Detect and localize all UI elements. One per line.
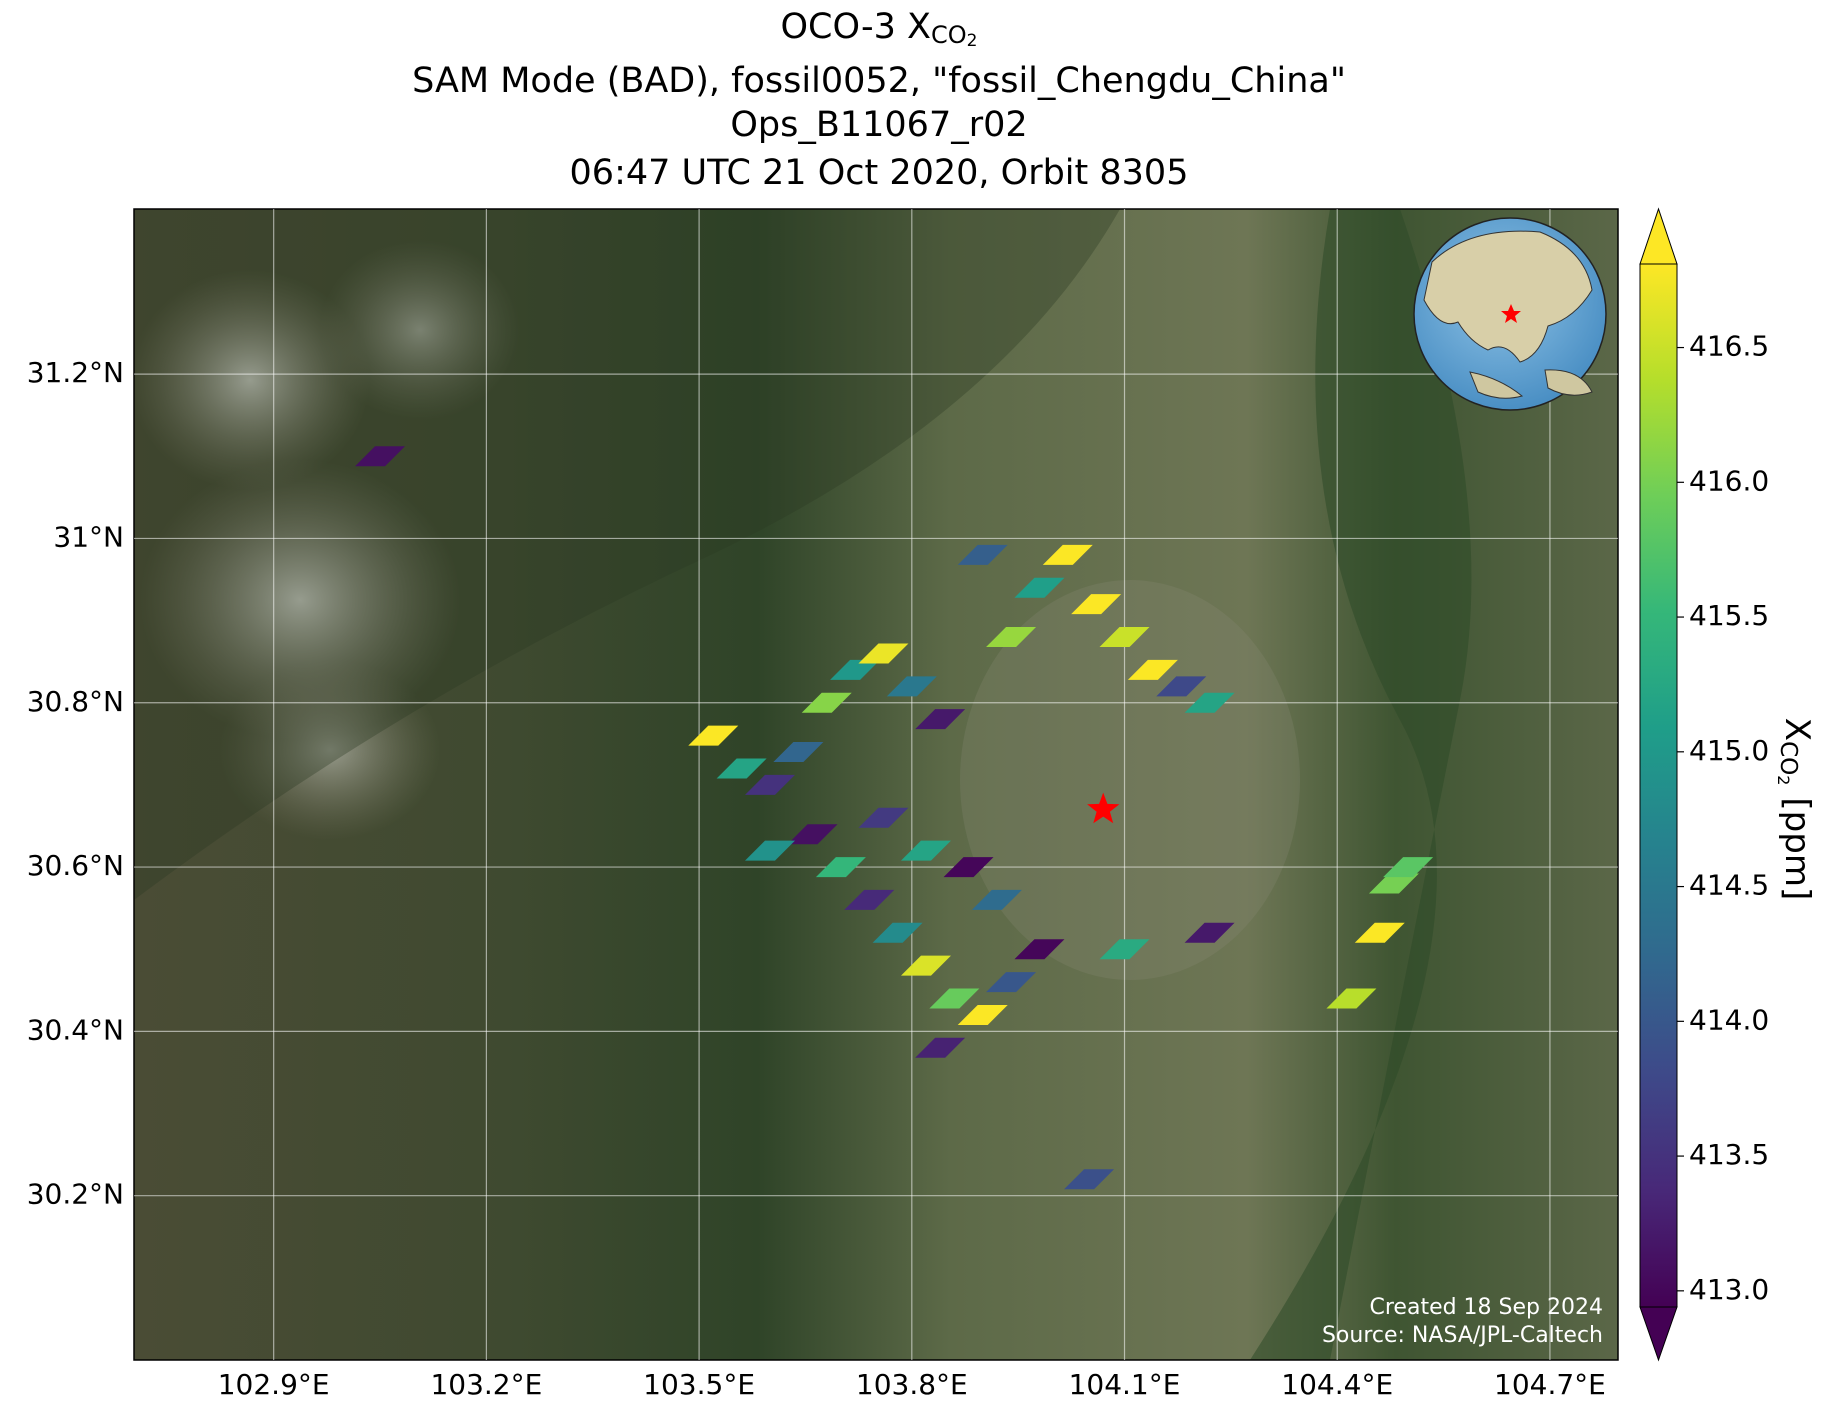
map-frame bbox=[133, 208, 1619, 1361]
y-tick-label: 30.6°N bbox=[27, 849, 124, 882]
sounding-footprint bbox=[745, 840, 795, 861]
sounding-footprint bbox=[886, 676, 937, 697]
colorbar-tick-label: 416.0 bbox=[1689, 464, 1769, 497]
colorbar-tick-label: 414.5 bbox=[1689, 869, 1769, 902]
title-subsub: 2 bbox=[967, 31, 978, 51]
colorbar-tick-label: 415.5 bbox=[1689, 599, 1769, 632]
sounding-footprint bbox=[900, 955, 951, 976]
sounding-footprint bbox=[1064, 1169, 1115, 1190]
x-tick-label: 103.5°E bbox=[643, 1368, 755, 1401]
credit-source: Source: NASA/JPL-Caltech bbox=[1322, 1323, 1603, 1348]
soundings bbox=[355, 446, 1434, 1190]
colorbar-label-unit: [ppm] bbox=[1778, 797, 1818, 900]
title-line2: SAM Mode (BAD), fossil0052, "fossil_Chen… bbox=[412, 61, 1346, 101]
sounding-footprint bbox=[900, 840, 951, 861]
title-line4: 06:47 UTC 21 Oct 2020, Orbit 8305 bbox=[570, 153, 1189, 193]
y-tick-label: 30.2°N bbox=[27, 1178, 124, 1211]
sounding-footprint bbox=[1156, 676, 1207, 697]
colorbar-body bbox=[1639, 263, 1678, 1308]
globe-inset bbox=[1413, 217, 1607, 411]
sounding-footprint bbox=[1014, 577, 1065, 598]
x-tick-label: 103.8°E bbox=[856, 1368, 968, 1401]
sounding-footprint bbox=[745, 774, 795, 795]
sounding-footprint bbox=[1014, 939, 1065, 960]
sounding-footprint bbox=[1099, 939, 1150, 960]
target-star bbox=[1087, 792, 1120, 824]
x-tick-label: 104.4°E bbox=[1281, 1368, 1393, 1401]
sounding-footprint bbox=[801, 692, 852, 713]
sounding-footprint bbox=[858, 807, 909, 828]
sounding-footprint bbox=[872, 922, 923, 943]
colorbar-extend-top bbox=[1639, 207, 1678, 265]
sounding-footprint bbox=[787, 824, 838, 845]
x-tick-label: 104.7°E bbox=[1494, 1368, 1606, 1401]
sounding-footprint bbox=[1368, 873, 1419, 894]
colorbar-label-sub: CO bbox=[1776, 741, 1802, 775]
colorbar-tick-label: 414.0 bbox=[1689, 1003, 1769, 1036]
sounding-footprint bbox=[716, 758, 767, 779]
colorbar-tick-label: 413.0 bbox=[1689, 1273, 1769, 1306]
sounding-footprint bbox=[1071, 594, 1122, 615]
sounding-footprint bbox=[773, 742, 824, 763]
grid bbox=[134, 209, 1618, 1360]
sounding-footprint bbox=[1383, 857, 1434, 878]
sounding-footprint bbox=[957, 544, 1008, 565]
colorbar-extend-bottom bbox=[1639, 1306, 1678, 1362]
sounding-footprint bbox=[943, 857, 994, 878]
sounding-footprint bbox=[1099, 627, 1150, 648]
sounding-footprint bbox=[1184, 922, 1235, 943]
y-tick-label: 31.2°N bbox=[27, 356, 124, 389]
colorbar-tick-label: 416.5 bbox=[1689, 330, 1769, 363]
overlay: 102.9°E 103.2°E 103.5°E 103.8°E 104.1°E 104.4… bbox=[27, 356, 1606, 1401]
sounding-footprint bbox=[815, 857, 866, 878]
sounding-footprint bbox=[830, 659, 881, 680]
sounding-footprint bbox=[929, 988, 980, 1009]
colorbar-label: XCO2 [ppm] bbox=[1775, 718, 1818, 900]
sounding-footprint bbox=[1354, 922, 1405, 943]
sounding-footprint bbox=[915, 1037, 966, 1058]
sounding-footprint bbox=[858, 643, 909, 664]
colorbar-label-main: X bbox=[1778, 718, 1818, 741]
y-tick-label: 30.4°N bbox=[27, 1013, 124, 1046]
title-main: OCO-3 X bbox=[781, 7, 932, 47]
sounding-footprint bbox=[844, 889, 895, 910]
title-line3: Ops_B11067_r02 bbox=[730, 105, 1027, 145]
title-line1: OCO-3 XCO2 bbox=[781, 7, 978, 51]
sounding-footprint bbox=[915, 709, 966, 730]
sounding-footprint bbox=[688, 725, 739, 746]
sounding-footprint bbox=[1184, 692, 1235, 713]
x-tick-label: 102.9°E bbox=[218, 1368, 330, 1401]
title-sub: CO bbox=[931, 21, 967, 49]
x-tick-label: 103.2°E bbox=[430, 1368, 542, 1401]
colorbar: 413.0 413.5 414.0 414.5 415.0 415.5 416.0 416.5 bbox=[1639, 207, 1769, 1362]
colorbar-label-subsub: 2 bbox=[1775, 775, 1794, 785]
sounding-footprint bbox=[986, 627, 1037, 648]
sounding-footprint bbox=[1127, 659, 1178, 680]
y-tick-label: 30.8°N bbox=[27, 685, 124, 718]
sounding-footprint bbox=[971, 889, 1022, 910]
y-tick-label: 31°N bbox=[53, 520, 124, 553]
colorbar-tick-label: 415.0 bbox=[1689, 734, 1769, 767]
sounding-footprint bbox=[1042, 544, 1093, 565]
basemap bbox=[134, 209, 1618, 1360]
sounding-footprint bbox=[957, 1004, 1008, 1025]
x-tick-label: 104.1°E bbox=[1069, 1368, 1181, 1401]
credit-created: Created 18 Sep 2024 bbox=[1370, 1295, 1604, 1320]
sounding-footprint bbox=[1326, 988, 1377, 1009]
sounding-footprint bbox=[355, 446, 406, 467]
sounding-footprint bbox=[986, 972, 1037, 993]
colorbar-tick-label: 413.5 bbox=[1689, 1138, 1769, 1171]
